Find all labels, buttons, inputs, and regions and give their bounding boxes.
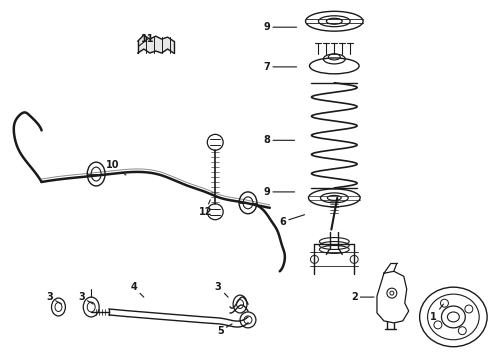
Text: 3: 3 [46, 292, 61, 304]
Text: 3: 3 [215, 282, 228, 297]
Text: 11: 11 [139, 34, 154, 46]
Text: 9: 9 [264, 22, 296, 32]
Text: 12: 12 [198, 200, 212, 217]
Text: 6: 6 [279, 215, 305, 227]
Text: 10: 10 [106, 160, 126, 175]
Text: 3: 3 [78, 292, 93, 304]
Text: 1: 1 [430, 304, 443, 322]
Text: 8: 8 [264, 135, 294, 145]
Text: 4: 4 [130, 282, 144, 297]
Text: 7: 7 [264, 62, 296, 72]
Text: 9: 9 [264, 187, 294, 197]
Text: 5: 5 [217, 324, 232, 336]
Text: 2: 2 [351, 292, 374, 302]
